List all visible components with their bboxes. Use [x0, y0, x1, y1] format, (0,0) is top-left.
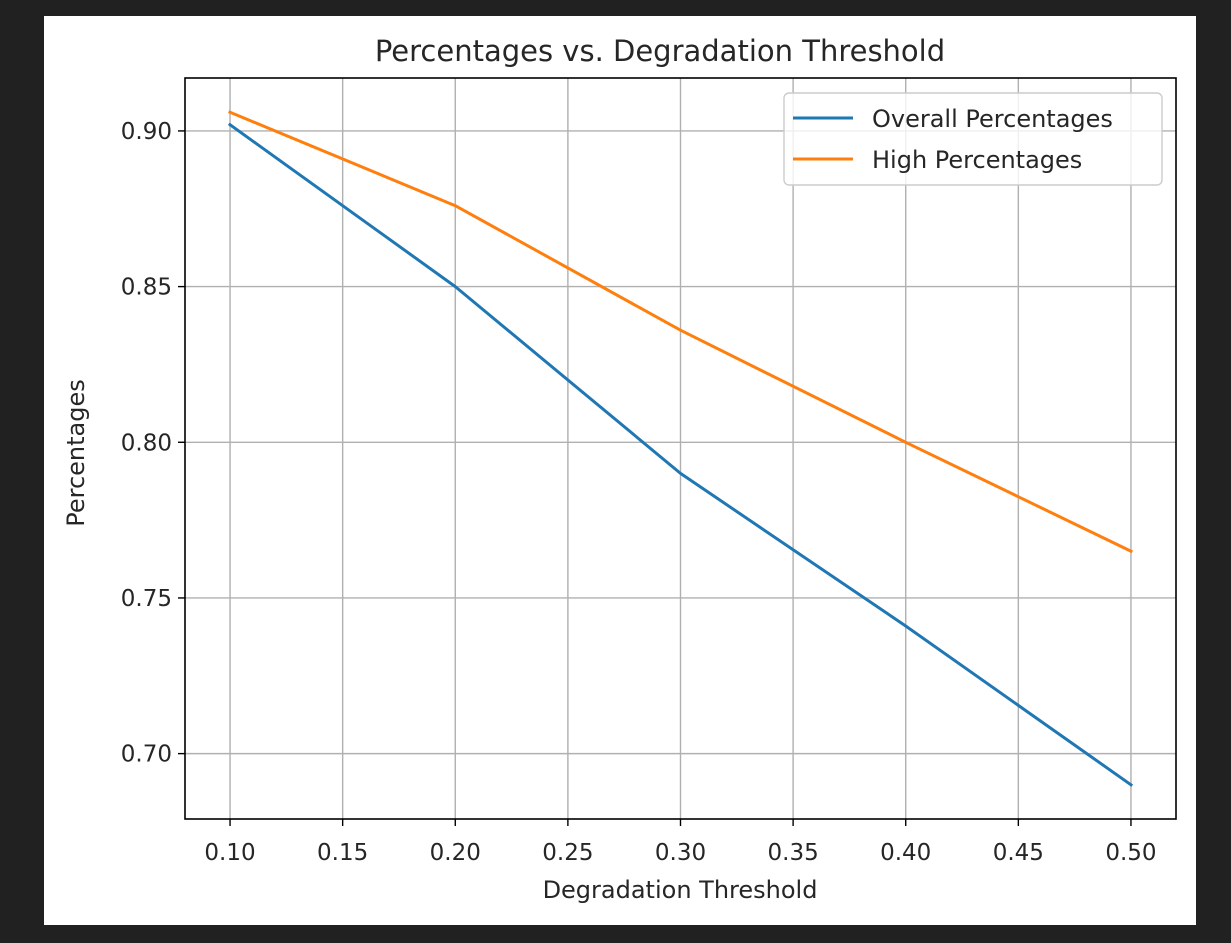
- legend: Overall Percentages High Percentages: [783, 92, 1163, 186]
- series-lines: [227, 110, 1134, 787]
- y-axis-ticks: 0.70 0.75 0.80 0.85 0.90: [121, 119, 185, 768]
- x-tick-label: 0.20: [430, 840, 481, 866]
- series-line-high: [228, 110, 1134, 554]
- x-tick-label: 0.45: [993, 840, 1044, 866]
- x-tick-label: 0.30: [655, 840, 706, 866]
- figure: Percentages vs. Degradation Threshold 0.…: [44, 16, 1196, 925]
- legend-label-high: High Percentages: [872, 146, 1082, 174]
- y-tick-label: 0.75: [121, 586, 172, 612]
- series-line-overall: [227, 122, 1134, 787]
- x-tick-label: 0.35: [768, 840, 819, 866]
- y-axis-label: Percentages: [62, 379, 90, 527]
- x-tick-label: 0.40: [880, 840, 931, 866]
- x-tick-label: 0.25: [542, 840, 593, 866]
- chart-title: Percentages vs. Degradation Threshold: [375, 34, 945, 68]
- x-axis-label: Degradation Threshold: [543, 876, 818, 904]
- legend-label-overall: Overall Percentages: [872, 105, 1113, 133]
- x-tick-label: 0.10: [204, 840, 255, 866]
- grid: [185, 78, 1176, 819]
- y-tick-label: 0.80: [121, 430, 172, 456]
- y-tick-label: 0.85: [121, 275, 172, 301]
- y-tick-label: 0.70: [121, 742, 172, 768]
- x-axis-ticks: 0.10 0.15 0.20 0.25 0.30 0.35 0.40 0.45 0.50: [204, 819, 1157, 866]
- y-tick-label: 0.90: [121, 119, 172, 145]
- line-chart: Percentages vs. Degradation Threshold 0.…: [62, 34, 1177, 904]
- x-tick-label: 0.50: [1105, 840, 1156, 866]
- x-tick-label: 0.15: [317, 840, 368, 866]
- legend-box: [783, 92, 1163, 186]
